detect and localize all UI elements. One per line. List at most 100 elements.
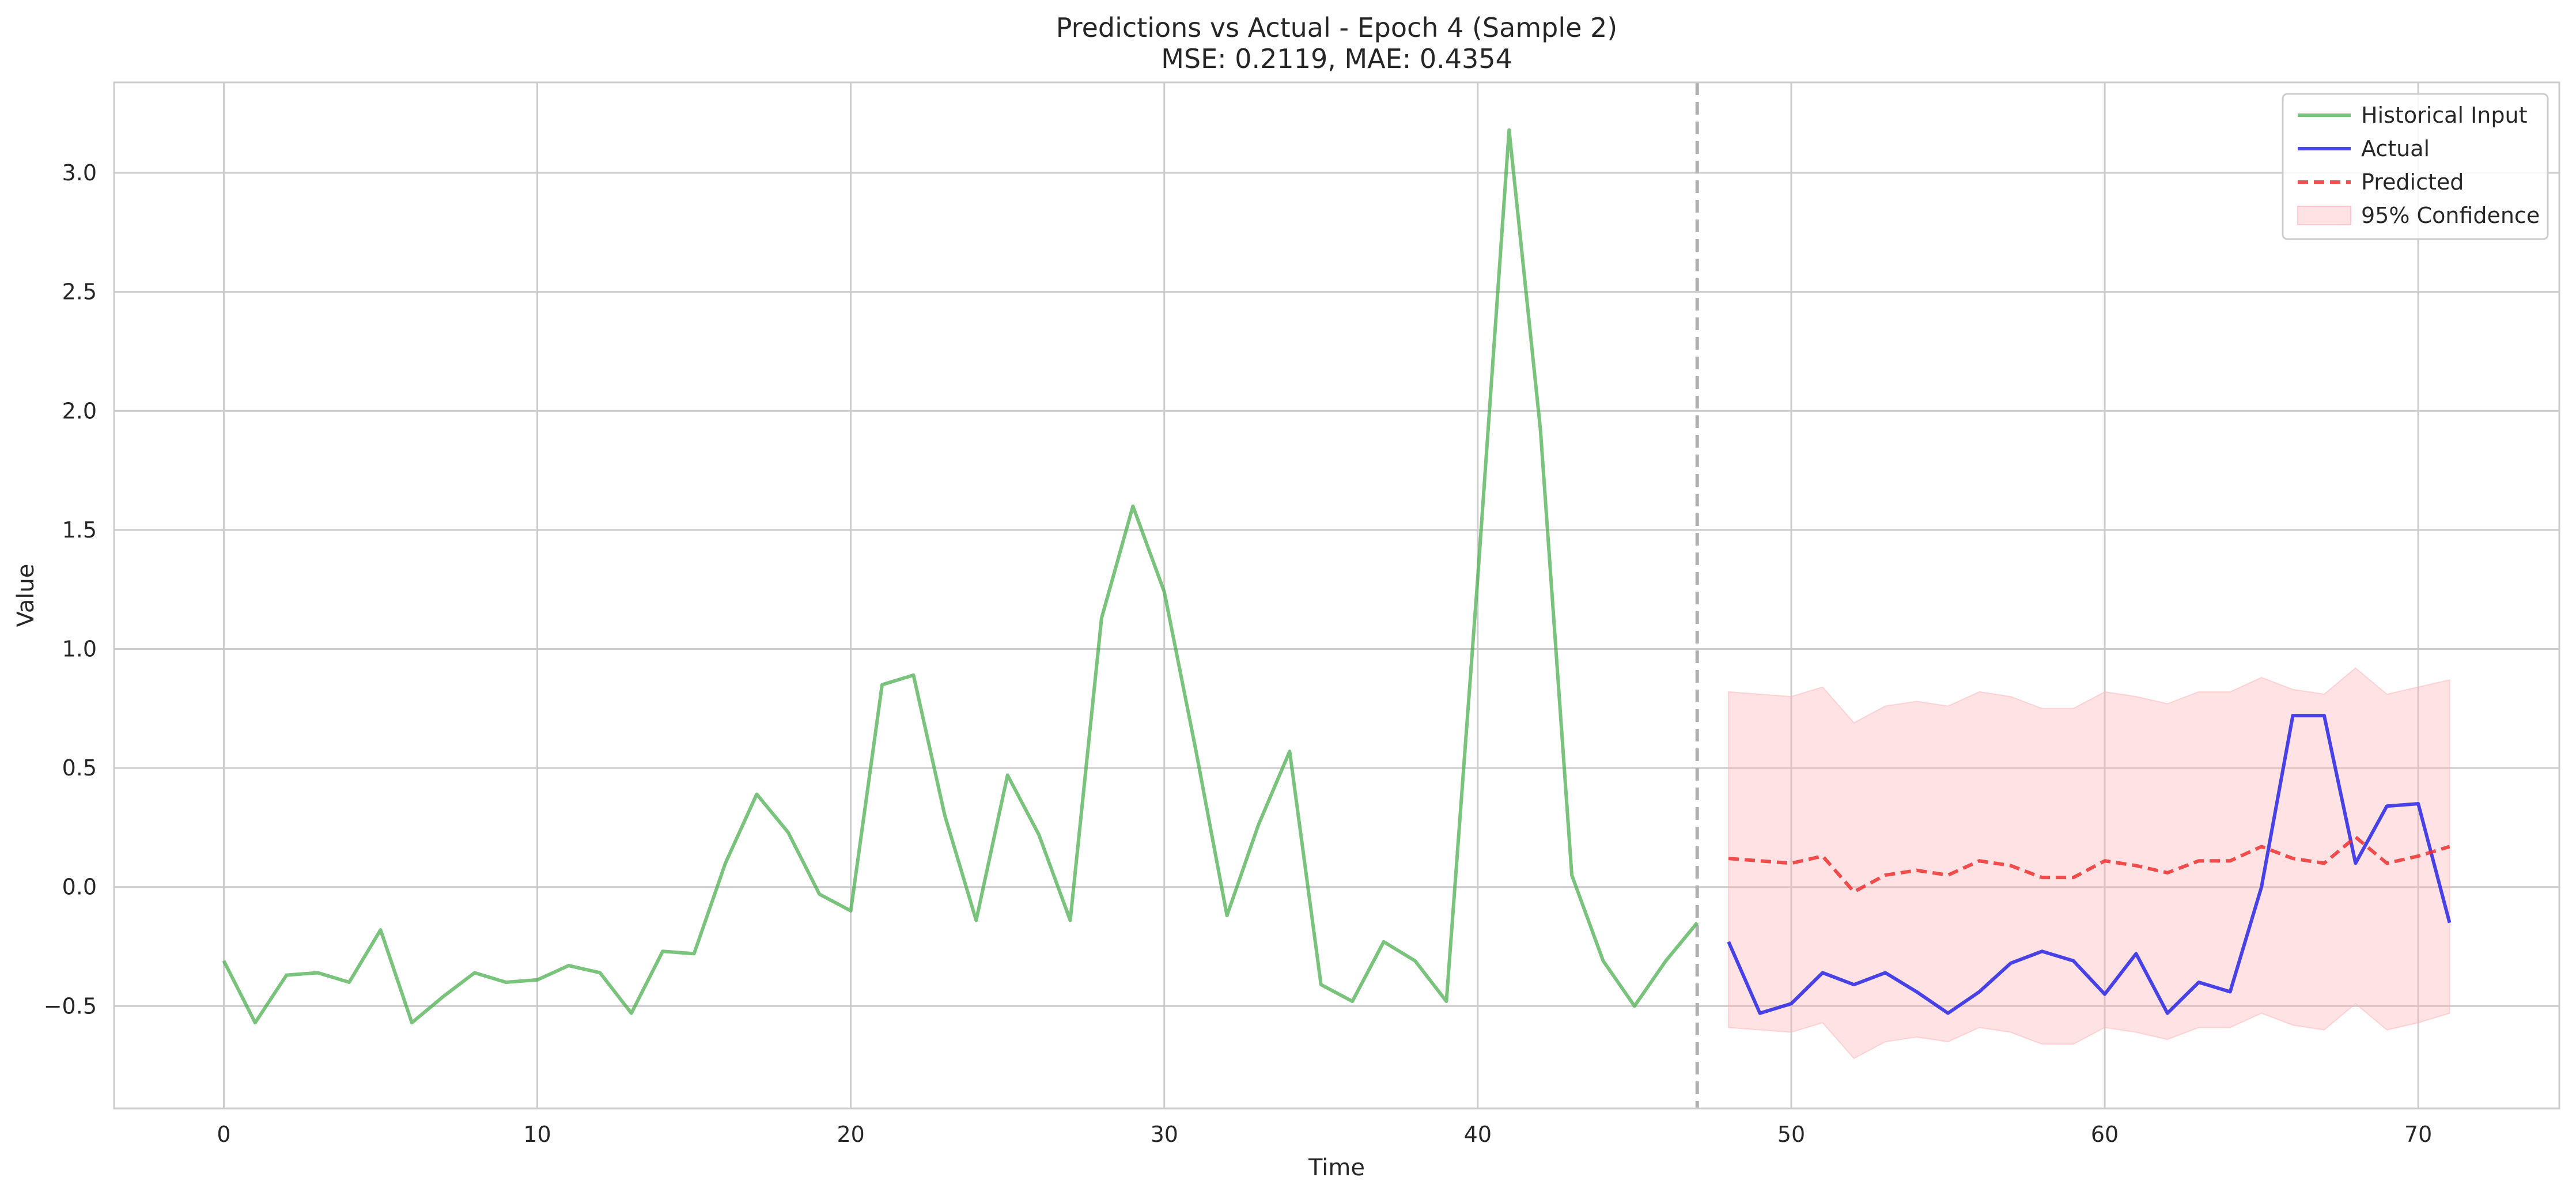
data-point-historical-33 xyxy=(1257,824,1259,826)
chart-subtitle: MSE: 0.2119, MAE: 0.4354 xyxy=(1161,43,1512,74)
data-point-historical-3 xyxy=(317,971,319,974)
y-tick-label-5: 2.0 xyxy=(62,398,97,423)
data-point-predicted-1 xyxy=(1759,860,1761,862)
data-point-actual-23 xyxy=(2449,922,2451,924)
data-point-actual-14 xyxy=(2166,1012,2169,1015)
data-point-historical-43 xyxy=(1571,874,1573,876)
data-point-historical-31 xyxy=(1194,748,1197,750)
data-point-predicted-5 xyxy=(1884,874,1886,876)
data-point-historical-38 xyxy=(1414,960,1416,962)
data-point-predicted-7 xyxy=(1947,874,1949,876)
x-tick-label-3: 30 xyxy=(1151,1122,1178,1147)
data-point-historical-40 xyxy=(1477,577,1479,579)
data-point-predicted-19 xyxy=(2323,862,2325,864)
data-point-historical-7 xyxy=(442,996,444,998)
data-point-historical-14 xyxy=(661,950,664,952)
data-point-historical-6 xyxy=(411,1021,413,1024)
data-point-historical-29 xyxy=(1132,505,1134,508)
data-point-predicted-22 xyxy=(2417,855,2419,857)
data-point-predicted-23 xyxy=(2449,845,2451,847)
legend-label-predicted: Predicted xyxy=(2361,169,2464,195)
data-point-predicted-13 xyxy=(2135,865,2137,867)
data-point-historical-16 xyxy=(724,862,727,864)
data-point-historical-13 xyxy=(630,1012,633,1015)
data-point-historical-2 xyxy=(285,974,288,977)
data-point-historical-10 xyxy=(536,979,539,981)
data-point-predicted-20 xyxy=(2354,836,2356,838)
data-point-historical-18 xyxy=(787,831,789,834)
data-point-predicted-18 xyxy=(2292,857,2294,860)
data-point-predicted-16 xyxy=(2229,860,2231,862)
legend-swatch-confidence xyxy=(2297,206,2351,225)
legend-label-historical: Historical Input xyxy=(2361,103,2527,128)
y-tick-label-7: 3.0 xyxy=(62,160,97,186)
data-point-historical-9 xyxy=(505,981,507,983)
y-tick-label-2: 0.5 xyxy=(62,755,97,781)
data-point-actual-3 xyxy=(1821,971,1824,974)
data-point-actual-16 xyxy=(2229,991,2231,993)
x-tick-label-7: 70 xyxy=(2404,1122,2432,1147)
data-point-predicted-12 xyxy=(2104,860,2106,862)
data-point-historical-11 xyxy=(568,964,570,967)
data-point-historical-12 xyxy=(599,971,601,974)
data-point-actual-17 xyxy=(2260,886,2263,888)
data-point-predicted-9 xyxy=(2010,865,2012,867)
data-point-actual-22 xyxy=(2417,803,2419,805)
data-point-actual-13 xyxy=(2135,952,2137,955)
data-point-historical-0 xyxy=(222,960,225,962)
data-point-predicted-6 xyxy=(1916,869,1918,872)
chart-title: Predictions vs Actual - Epoch 4 (Sample … xyxy=(1056,12,1618,43)
data-point-actual-1 xyxy=(1759,1012,1761,1015)
data-point-historical-22 xyxy=(912,674,914,676)
y-tick-label-1: 0.0 xyxy=(62,875,97,900)
data-point-predicted-17 xyxy=(2260,845,2263,847)
x-tick-label-6: 60 xyxy=(2091,1122,2119,1147)
data-point-historical-30 xyxy=(1163,591,1166,593)
series-layer xyxy=(222,128,2452,1025)
y-tick-label-4: 1.5 xyxy=(62,517,97,543)
data-point-predicted-0 xyxy=(1727,857,1730,860)
data-point-actual-11 xyxy=(2072,960,2075,962)
data-point-historical-5 xyxy=(379,929,381,931)
data-point-historical-32 xyxy=(1226,914,1228,917)
data-point-historical-47 xyxy=(1696,922,1699,924)
data-point-historical-21 xyxy=(881,683,883,686)
data-point-historical-41 xyxy=(1508,129,1510,131)
data-point-historical-28 xyxy=(1100,617,1103,619)
grid xyxy=(114,82,2559,1108)
data-point-actual-4 xyxy=(1853,983,1855,986)
data-point-actual-12 xyxy=(2104,993,2106,996)
data-point-historical-44 xyxy=(1602,960,1604,962)
data-point-historical-8 xyxy=(474,971,476,974)
x-tick-label-2: 20 xyxy=(837,1122,864,1147)
data-point-actual-19 xyxy=(2323,714,2325,717)
data-point-historical-39 xyxy=(1445,1000,1447,1002)
tick-labels: 0 10 20 30 40 50 60 70 −0.5 0.0 0.5 1.0 1.5 2.0 2.5 3.0 xyxy=(44,160,2433,1147)
data-point-predicted-14 xyxy=(2166,872,2169,874)
data-point-historical-19 xyxy=(818,893,820,895)
legend-box xyxy=(2282,93,2549,240)
y-tick-label-6: 2.5 xyxy=(62,279,97,305)
y-axis-label: Value xyxy=(13,564,39,627)
data-point-actual-8 xyxy=(1978,991,1980,993)
data-point-historical-23 xyxy=(944,815,946,817)
data-point-historical-1 xyxy=(254,1021,256,1024)
data-point-actual-7 xyxy=(1947,1012,1949,1015)
data-point-actual-5 xyxy=(1884,971,1886,974)
data-point-actual-2 xyxy=(1790,1002,1792,1005)
data-point-actual-9 xyxy=(2010,962,2012,964)
data-point-actual-20 xyxy=(2354,862,2356,864)
confidence-band-layer xyxy=(1728,667,2450,1059)
plot-frame xyxy=(113,81,2560,1110)
data-point-historical-27 xyxy=(1069,919,1072,922)
data-point-historical-45 xyxy=(1633,1005,1636,1007)
series-line-actual xyxy=(1727,714,2452,1015)
data-point-predicted-11 xyxy=(2072,876,2075,879)
data-point-predicted-2 xyxy=(1790,862,1792,864)
legend-label-actual: Actual xyxy=(2361,136,2430,161)
data-point-historical-34 xyxy=(1288,750,1291,752)
series-line-historical xyxy=(222,128,1699,1025)
